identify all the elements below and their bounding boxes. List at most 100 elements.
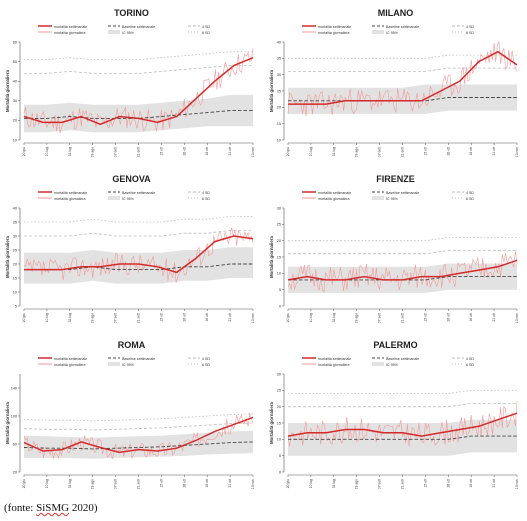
- legend-label-baseline: Baseline settimanale: [122, 191, 155, 195]
- legend-label-daily: mortalità giornaliera: [318, 197, 350, 201]
- y-tick-label: 30: [277, 206, 281, 210]
- legend-label-sd6: 6 SD: [202, 31, 210, 35]
- x-tick-label: 16 ott: [205, 313, 209, 322]
- x-tick-label: 10 lug: [45, 147, 49, 156]
- chart-svg-palermo: PALERMO mortalità settimanale mortalità gi…: [269, 340, 519, 489]
- y-tick-label: 30: [13, 99, 17, 103]
- x-tick-label: 15 ott: [159, 313, 163, 322]
- x-tick-label: 19 ago: [91, 313, 95, 323]
- y-tick-label: 140: [11, 386, 17, 390]
- ic-band: [24, 430, 253, 459]
- chart-svg-roma: ROMA mortalità settimanale mortalità giorn…: [5, 340, 255, 489]
- chart-panel-palermo: PALERMO mortalità settimanale mortalità gi…: [264, 334, 527, 500]
- y-tick-label: 15: [277, 255, 281, 259]
- y-tick-label: 10: [277, 272, 281, 276]
- y-tick-label: 60: [13, 40, 17, 44]
- x-tick-label: 26 ott: [446, 313, 450, 322]
- chart-panel-firenze: FIRENZE mortalità settimanale mortalità gi…: [264, 168, 527, 334]
- x-tick-label: 10 lug: [45, 313, 49, 322]
- x-tick-label: 31 lug: [68, 313, 72, 322]
- chart-panel-milano: MILANO mortalità settimanale mortalità gio…: [264, 2, 527, 168]
- x-tick-label: 31 lug: [68, 479, 72, 488]
- legend-label-weekly: mortalità settimanale: [318, 357, 351, 361]
- x-tick-label: 13 nov: [515, 313, 519, 323]
- legend-label-sd6: 6 SD: [466, 197, 474, 201]
- legend-label-daily: mortalità giornaliera: [318, 31, 350, 35]
- x-tick-label: 21 sett: [137, 479, 141, 489]
- x-tick-label: 20 giu: [22, 147, 26, 156]
- x-tick-label: 21 ott: [492, 147, 496, 156]
- x-tick-label: 07 sett: [378, 313, 382, 323]
- y-tick-label: 15: [277, 122, 281, 126]
- sd6-line: [24, 51, 253, 60]
- y-tick-label: 50: [13, 60, 17, 64]
- legend-label-baseline: Baseline settimanale: [386, 357, 419, 361]
- weekly-series: [23, 57, 254, 126]
- x-tick-label: 13 nov: [515, 147, 519, 157]
- x-tick-label: 19 ago: [91, 147, 95, 157]
- legend-label-baseline: Baseline settimanale: [122, 25, 155, 29]
- ic-band: [24, 94, 253, 133]
- x-tick-label: 20 giu: [286, 479, 290, 488]
- x-tick-label: 31 lug: [332, 479, 336, 488]
- x-tick-label: 13 nov: [251, 479, 255, 489]
- legend-label-ic: IC 95%: [386, 363, 399, 367]
- y-tick-label: 10: [277, 438, 281, 442]
- y-tick-label: 20: [13, 262, 17, 266]
- weekly-series: [287, 259, 518, 281]
- legend-label-daily: mortalità giornaliera: [54, 363, 86, 367]
- x-tick-label: 20 giu: [286, 313, 290, 322]
- x-tick-label: 21 ott: [228, 313, 232, 322]
- legend: mortalità settimanale mortalità giornalie…: [302, 25, 474, 35]
- chart-title: GENOVA: [112, 174, 151, 184]
- y-tick-label: 40: [277, 40, 281, 44]
- x-tick-label: 16 ott: [469, 313, 473, 322]
- daily-series: [23, 227, 254, 283]
- y-tick-label: 15: [277, 421, 281, 425]
- legend-label-sd4: 4 SD: [202, 191, 210, 195]
- y-tick-label: 30: [277, 372, 281, 376]
- sd4-line: [23, 422, 254, 431]
- sd4-line: [24, 65, 253, 74]
- legend-label-baseline: Baseline settimanale: [122, 357, 155, 361]
- x-tick-label: 15 ott: [159, 479, 163, 488]
- ic-band: [24, 247, 253, 284]
- sd6-line: [288, 389, 517, 394]
- x-tick-label: 21 sett: [137, 313, 141, 323]
- y-axis-label: Mortalità giornaliera: [269, 401, 274, 444]
- x-tick-label: 20 giu: [286, 147, 290, 156]
- y-tick-label: 25: [277, 223, 281, 227]
- source-caption: (fonte: SiSMG 2020): [4, 502, 98, 514]
- y-tick-label: 20: [277, 106, 281, 110]
- x-tick-label: 16 ott: [469, 147, 473, 156]
- y-axis-label: Mortalità giornaliera: [5, 235, 10, 278]
- weekly-series: [287, 412, 518, 437]
- source-suffix: 2020): [69, 502, 98, 514]
- legend-swatch-ic: [108, 196, 120, 200]
- x-tick-label: 15 ott: [159, 147, 163, 156]
- chart-svg-torino: TORINO mortalità settimanale mortalità gio…: [5, 8, 255, 157]
- legend-label-sd6: 6 SD: [202, 363, 210, 367]
- x-tick-label: 31 lug: [332, 313, 336, 322]
- chart-title: ROMA: [118, 340, 146, 350]
- daily-series: [23, 48, 254, 134]
- x-tick-label: 16 ott: [205, 479, 209, 488]
- x-tick-label: 07 sett: [114, 479, 118, 489]
- legend-swatch-ic: [108, 362, 120, 366]
- y-tick-label: 35: [277, 57, 281, 61]
- y-tick-label: 30: [277, 73, 281, 77]
- weekly-series: [24, 235, 254, 274]
- y-tick-label: 25: [13, 248, 17, 252]
- y-axis-label: Mortalità giornaliera: [5, 69, 10, 112]
- weekly-series: [288, 50, 518, 105]
- y-tick-label: 20: [277, 405, 281, 409]
- legend: mortalità settimanale mortalità giornalie…: [38, 191, 210, 201]
- sd4-line: [24, 230, 253, 237]
- y-axis-label: Mortalità giornaliera: [5, 401, 10, 444]
- y-tick-label: 20: [13, 119, 17, 123]
- y-tick-label: 15: [13, 276, 17, 280]
- y-tick-label: 0: [279, 470, 281, 474]
- legend-label-daily: mortalità giornaliera: [54, 197, 86, 201]
- x-tick-label: 20 giu: [22, 313, 26, 322]
